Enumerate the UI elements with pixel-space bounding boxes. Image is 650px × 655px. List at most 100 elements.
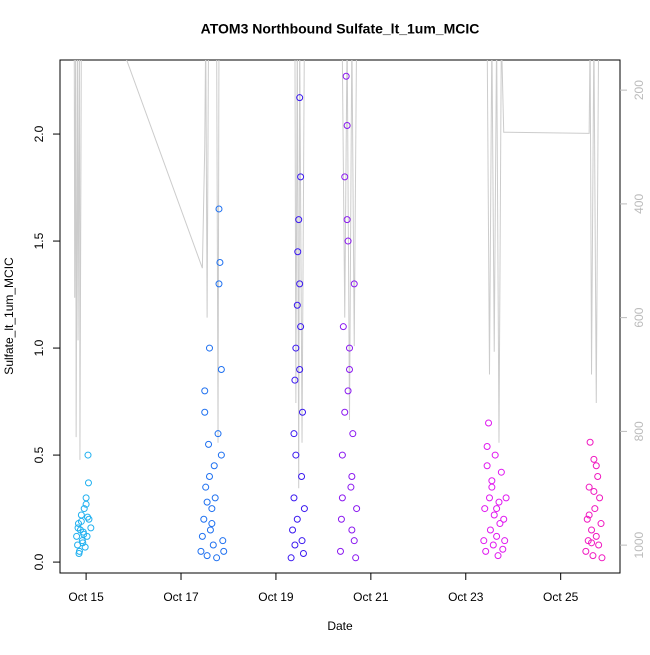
x-tick-label: Oct 23	[448, 590, 484, 604]
point	[342, 72, 350, 80]
point	[496, 520, 504, 528]
point	[296, 94, 304, 102]
point	[73, 532, 81, 540]
point	[337, 515, 345, 523]
y2-tick-label: 400	[632, 194, 646, 214]
point	[490, 511, 498, 519]
point	[348, 472, 356, 480]
point	[491, 451, 499, 459]
point	[290, 494, 298, 502]
point	[214, 430, 222, 438]
point	[219, 537, 227, 545]
point	[297, 323, 305, 331]
y2-tick-label: 1000	[632, 531, 646, 558]
point	[501, 537, 509, 545]
plot-area	[73, 60, 606, 562]
point	[341, 173, 349, 181]
point	[80, 530, 88, 538]
y-tick-label: 2.0	[32, 125, 46, 142]
point	[205, 440, 213, 448]
x-tick-label: Oct 17	[163, 590, 199, 604]
point	[216, 258, 224, 266]
point	[210, 462, 218, 470]
point	[341, 408, 349, 416]
point	[293, 301, 301, 309]
point	[495, 498, 503, 506]
point	[596, 494, 604, 502]
point	[77, 511, 85, 519]
point	[201, 387, 209, 395]
point	[202, 483, 210, 491]
point	[208, 505, 216, 513]
point	[353, 505, 361, 513]
point	[292, 344, 300, 352]
point	[344, 387, 352, 395]
point	[79, 539, 87, 547]
point	[215, 205, 223, 213]
point	[489, 541, 497, 549]
point	[586, 438, 594, 446]
plot-frame	[59, 59, 621, 574]
point	[591, 505, 599, 513]
point	[74, 524, 82, 532]
point	[590, 455, 598, 463]
x-tick-label: Oct 25	[543, 590, 579, 604]
point	[485, 419, 493, 427]
point	[349, 430, 357, 438]
point	[197, 547, 205, 555]
point	[82, 500, 90, 508]
point	[493, 505, 501, 513]
point	[87, 524, 95, 532]
point	[592, 462, 600, 470]
point	[84, 513, 92, 521]
point	[347, 483, 355, 491]
y2-tick-label: 600	[632, 307, 646, 327]
point	[588, 539, 596, 547]
point	[497, 468, 505, 476]
point	[594, 472, 602, 480]
point	[595, 541, 603, 549]
point	[481, 505, 489, 513]
point	[343, 121, 351, 129]
point	[206, 526, 214, 534]
point	[298, 472, 306, 480]
line	[73, 60, 599, 489]
x-tick-label: Oct 19	[258, 590, 294, 604]
point	[350, 280, 358, 288]
point	[598, 554, 606, 562]
point	[213, 554, 221, 562]
point	[287, 554, 295, 562]
point	[590, 487, 598, 495]
point	[345, 365, 353, 373]
x-tick-label: Oct 21	[353, 590, 389, 604]
y2-tick-label: 800	[632, 421, 646, 441]
point	[77, 517, 85, 525]
point	[482, 547, 490, 555]
point	[291, 541, 299, 549]
point	[200, 515, 208, 523]
point	[488, 483, 496, 491]
point	[217, 451, 225, 459]
point	[494, 552, 502, 560]
point	[350, 537, 358, 545]
point	[292, 451, 300, 459]
point	[345, 344, 353, 352]
point	[198, 532, 206, 540]
point	[299, 408, 307, 416]
chart-title: ATOM3 Northbound Sulfate_lt_1um_MCIC	[201, 21, 480, 37]
point	[502, 494, 510, 502]
y2-tick-label: 200	[632, 80, 646, 100]
y-tick-label: 1.0	[32, 339, 46, 356]
point	[589, 552, 597, 560]
point	[295, 216, 303, 224]
point	[585, 483, 593, 491]
y-tick-label: 1.5	[32, 232, 46, 249]
y-tick-label: 0.5	[32, 446, 46, 463]
point	[486, 526, 494, 534]
point	[290, 430, 298, 438]
point	[298, 537, 306, 545]
point	[483, 462, 491, 470]
point	[215, 280, 223, 288]
point	[338, 494, 346, 502]
